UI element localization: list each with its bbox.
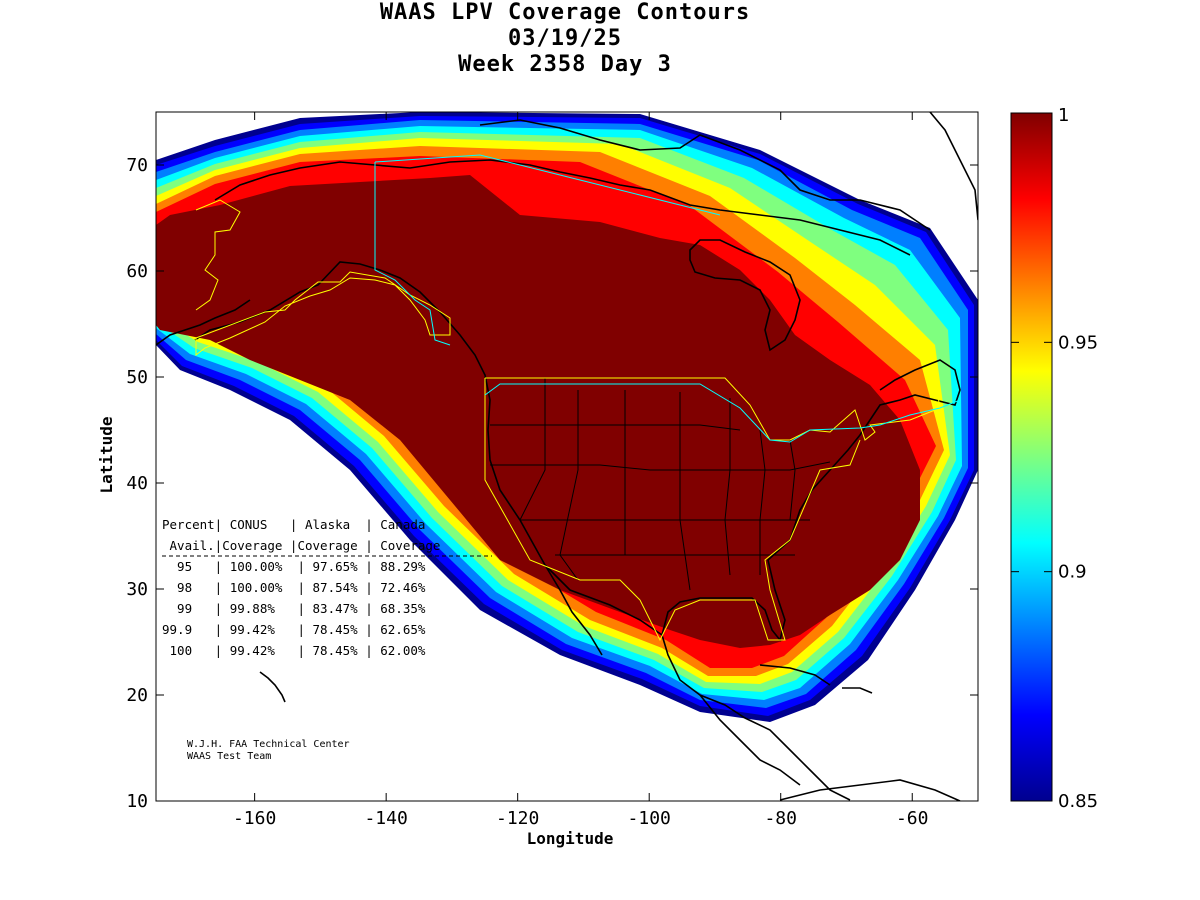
- table-header-1: Percent| CONUS | Alaska | Canada: [162, 517, 425, 532]
- chart-title: WAAS LPV Coverage Contours 03/19/25 Week…: [0, 0, 1130, 78]
- x-tick-label: -140: [364, 808, 407, 829]
- x-tick-label: -160: [233, 808, 276, 829]
- y-tick-label: 30: [126, 579, 148, 600]
- alaska-canada-border: [374, 162, 451, 346]
- hudson-bay-coast: [689, 239, 801, 352]
- x-tick-label: -100: [628, 808, 671, 829]
- title-line-3: Week 2358 Day 3: [458, 52, 672, 77]
- coverage-table: Percent| CONUS | Alaska | Canada Avail.|…: [162, 517, 492, 658]
- aleutian-islands: [156, 299, 251, 346]
- gulf-coastline: [661, 359, 961, 642]
- conus-service-volume: [485, 377, 941, 441]
- table-row-99: 99 | 99.88% | 83.47% | 68.35%: [162, 601, 426, 616]
- colorbar-frame: [1010, 112, 1053, 802]
- colorbar-tick-label: 1: [1058, 105, 1069, 126]
- colorbar: [1011, 113, 1052, 801]
- arctic-islands: [479, 119, 931, 231]
- table-row-99-9: 99.9 | 99.42% | 78.45% | 62.65%: [162, 622, 426, 637]
- y-tick-label: 70: [126, 155, 148, 176]
- y-tick-label: 10: [126, 791, 148, 812]
- alaska-service-volume: [195, 271, 451, 357]
- y-tick-label: 60: [126, 261, 148, 282]
- alaska-west-box: [195, 199, 241, 311]
- table-row-95: 95 | 100.00% | 97.65% | 88.29%: [162, 559, 426, 574]
- title-line-2: 03/19/25: [508, 26, 622, 51]
- x-axis-label: Longitude: [527, 829, 614, 848]
- x-tick-label: -60: [896, 808, 929, 829]
- hispaniola: [842, 687, 873, 694]
- title-line-1: WAAS LPV Coverage Contours: [379, 0, 751, 25]
- map-layers: Percent| CONUS | Alaska | Canada Avail.|…: [156, 112, 978, 801]
- table-row-100: 100 | 99.42% | 78.45% | 62.00%: [162, 643, 426, 658]
- central-america: [699, 694, 801, 786]
- colorbar-tick-label: 0.95: [1058, 332, 1098, 353]
- x-tick-label: -120: [496, 808, 539, 829]
- colorbar-tick-label: 0.9: [1058, 562, 1087, 583]
- credit-line-1: W.J.H. FAA Technical Center: [187, 739, 350, 750]
- colorbar-ticks: 1 0.95 0.9 0.85: [1011, 105, 1098, 812]
- us-state-boundaries: [490, 378, 831, 591]
- y-axis-ticks: 10 20 30 40 50 60 70: [126, 155, 978, 812]
- south-america-coast: [779, 779, 961, 801]
- credits: W.J.H. FAA Technical Center WAAS Test Te…: [187, 739, 350, 762]
- north-america-coastline: [194, 261, 851, 801]
- y-tick-label: 20: [126, 685, 148, 706]
- band-1.00: [156, 175, 920, 648]
- x-tick-label: -80: [764, 808, 797, 829]
- arctic-boundary-line: [374, 154, 721, 216]
- colorbar-tick-label: 0.85: [1058, 791, 1098, 812]
- x-axis-ticks: -160 -140 -120 -100 -80 -60: [233, 112, 929, 829]
- canada-border: [374, 154, 961, 443]
- plot-frame: [155, 111, 979, 802]
- baja-peninsula: [544, 564, 603, 656]
- arctic-coast: [214, 159, 911, 256]
- cuba: [759, 664, 831, 686]
- y-tick-label: 50: [126, 367, 148, 388]
- greenland-coast: [929, 112, 978, 221]
- coastlines: [156, 112, 978, 801]
- us-canada-border: [484, 383, 961, 443]
- hawaii: [259, 671, 286, 703]
- table-row-98: 98 | 100.00% | 87.54% | 72.46%: [162, 580, 426, 595]
- y-tick-label: 40: [126, 473, 148, 494]
- y-axis-label: Latitude: [97, 416, 116, 493]
- conus-south-boundary: [484, 378, 861, 642]
- table-header-2: Avail.|Coverage |Coverage | Coverage: [162, 538, 440, 553]
- credit-line-2: WAAS Test Team: [187, 751, 271, 762]
- waas-service-volume: [195, 199, 941, 642]
